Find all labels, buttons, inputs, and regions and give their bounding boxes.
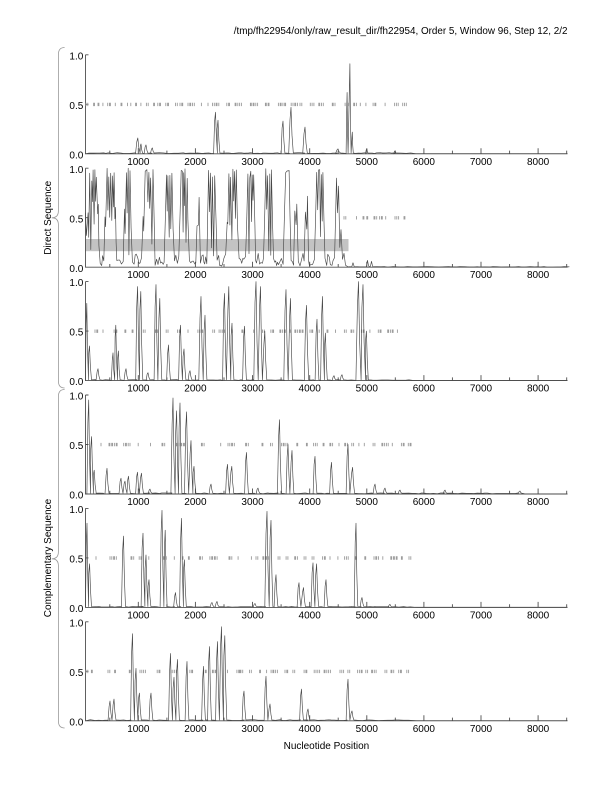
svg-text:2000: 2000 <box>184 610 207 621</box>
svg-text:0.5: 0.5 <box>69 441 83 452</box>
svg-text:4000: 4000 <box>299 384 322 395</box>
svg-text:6000: 6000 <box>413 270 436 281</box>
svg-text:0.0: 0.0 <box>69 150 83 161</box>
svg-text:1.0: 1.0 <box>69 165 83 176</box>
svg-text:1.0: 1.0 <box>69 618 83 629</box>
svg-text:7000: 7000 <box>470 384 493 395</box>
svg-text:5000: 5000 <box>356 724 379 735</box>
svg-text:0.5: 0.5 <box>69 555 83 566</box>
svg-text:0.5: 0.5 <box>69 214 83 225</box>
svg-text:1000: 1000 <box>127 610 150 621</box>
svg-text:2000: 2000 <box>184 384 207 395</box>
svg-text:8000: 8000 <box>527 724 550 735</box>
svg-text:4000: 4000 <box>299 497 322 508</box>
svg-text:2000: 2000 <box>184 270 207 281</box>
svg-text:0.5: 0.5 <box>69 668 83 679</box>
svg-text:5000: 5000 <box>356 610 379 621</box>
svg-text:1000: 1000 <box>127 497 150 508</box>
svg-text:0.0: 0.0 <box>69 717 83 728</box>
svg-text:4000: 4000 <box>299 270 322 281</box>
svg-text:0.0: 0.0 <box>69 491 83 502</box>
svg-text:5000: 5000 <box>356 384 379 395</box>
svg-text:1000: 1000 <box>127 157 150 168</box>
svg-text:7000: 7000 <box>470 157 493 168</box>
svg-text:3000: 3000 <box>241 610 264 621</box>
svg-text:0.0: 0.0 <box>69 264 83 275</box>
svg-text:1.0: 1.0 <box>69 51 83 62</box>
svg-text:3000: 3000 <box>241 384 264 395</box>
svg-text:6000: 6000 <box>413 384 436 395</box>
svg-text:5000: 5000 <box>356 270 379 281</box>
svg-text:3000: 3000 <box>241 724 264 735</box>
svg-text:2000: 2000 <box>184 497 207 508</box>
svg-text:0.5: 0.5 <box>69 328 83 339</box>
svg-text:1000: 1000 <box>127 270 150 281</box>
svg-text:3000: 3000 <box>241 497 264 508</box>
svg-text:7000: 7000 <box>470 724 493 735</box>
svg-text:1.0: 1.0 <box>69 505 83 516</box>
svg-text:4000: 4000 <box>299 157 322 168</box>
svg-text:7000: 7000 <box>470 270 493 281</box>
svg-text:5000: 5000 <box>356 157 379 168</box>
svg-text:7000: 7000 <box>470 610 493 621</box>
svg-text:3000: 3000 <box>241 157 264 168</box>
svg-text:1000: 1000 <box>127 384 150 395</box>
svg-text:0.0: 0.0 <box>69 604 83 615</box>
svg-text:6000: 6000 <box>413 610 436 621</box>
svg-text:2000: 2000 <box>184 157 207 168</box>
svg-text:1.0: 1.0 <box>69 392 83 403</box>
svg-text:6000: 6000 <box>413 724 436 735</box>
svg-text:Direct Sequence: Direct Sequence <box>43 180 54 254</box>
svg-text:Complementary Sequence: Complementary Sequence <box>43 498 54 617</box>
svg-text:6000: 6000 <box>413 157 436 168</box>
svg-text:/tmp/fh22954/only/raw_result_d: /tmp/fh22954/only/raw_result_dir/fh22954… <box>234 26 568 37</box>
svg-text:4000: 4000 <box>299 610 322 621</box>
svg-text:5000: 5000 <box>356 497 379 508</box>
svg-text:7000: 7000 <box>470 497 493 508</box>
svg-text:0.0: 0.0 <box>69 377 83 388</box>
svg-text:1.0: 1.0 <box>69 278 83 289</box>
svg-text:6000: 6000 <box>413 497 436 508</box>
svg-text:8000: 8000 <box>527 610 550 621</box>
svg-text:8000: 8000 <box>527 270 550 281</box>
svg-text:8000: 8000 <box>527 157 550 168</box>
svg-text:8000: 8000 <box>527 384 550 395</box>
svg-text:1000: 1000 <box>127 724 150 735</box>
svg-text:8000: 8000 <box>527 497 550 508</box>
svg-text:Nucleotide Position: Nucleotide Position <box>284 741 370 752</box>
svg-text:2000: 2000 <box>184 724 207 735</box>
svg-text:4000: 4000 <box>299 724 322 735</box>
svg-text:0.5: 0.5 <box>69 101 83 112</box>
svg-text:3000: 3000 <box>241 270 264 281</box>
